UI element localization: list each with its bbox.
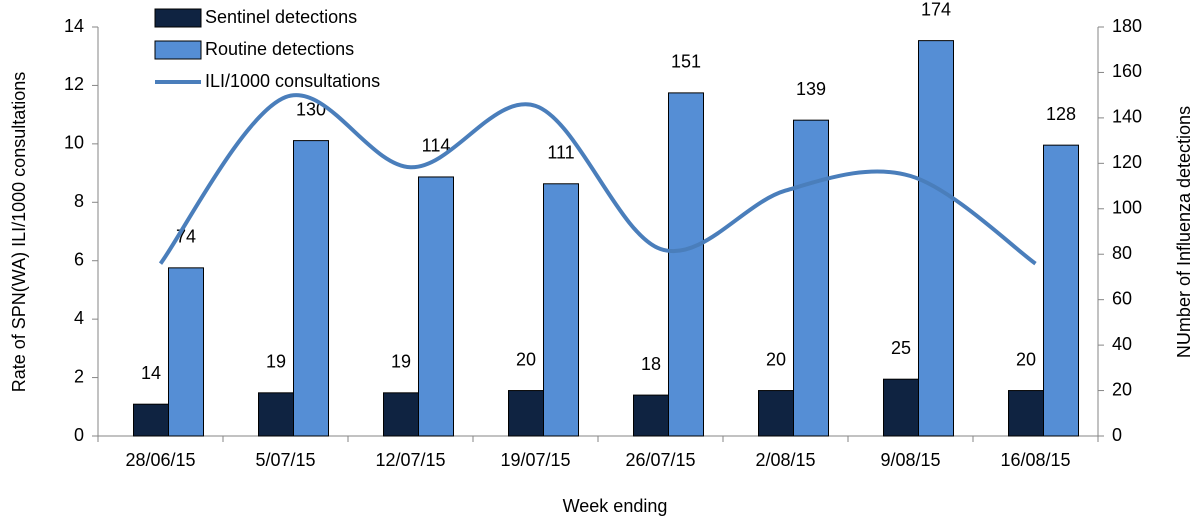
bar	[633, 394, 669, 437]
data-label: 25	[891, 338, 911, 358]
y2-tick-label: 140	[1112, 107, 1142, 127]
y-tick-label: 0	[74, 425, 84, 445]
y-tick-label: 2	[74, 366, 84, 386]
data-label: 139	[796, 79, 826, 99]
bar	[418, 176, 454, 437]
y2-axis-title: NUmber of Influenza detections	[1174, 106, 1194, 358]
data-label: 20	[1016, 349, 1036, 369]
y2-tick-label: 160	[1112, 61, 1142, 81]
bar	[793, 119, 829, 437]
bar	[168, 267, 204, 437]
y-tick-label: 14	[64, 16, 84, 36]
x-tick-label: 2/08/15	[755, 450, 815, 470]
x-tick-label: 12/07/15	[375, 450, 445, 470]
x-tick-label: 16/08/15	[1000, 450, 1070, 470]
data-label: 151	[671, 52, 701, 72]
line	[158, 93, 1037, 266]
bar	[758, 390, 794, 437]
data-label: 174	[921, 0, 951, 19]
legend-swatch	[154, 8, 202, 28]
y2-tick-label: 180	[1112, 16, 1142, 36]
bar	[133, 403, 169, 437]
bar	[383, 392, 419, 437]
bar	[293, 140, 329, 437]
x-tick-label: 26/07/15	[625, 450, 695, 470]
data-label: 20	[766, 349, 786, 369]
bar	[668, 92, 704, 437]
x-tick-label: 19/07/15	[500, 450, 570, 470]
y-tick-label: 10	[64, 133, 84, 153]
data-label: 19	[391, 352, 411, 372]
bar	[883, 378, 919, 437]
y-tick-label: 12	[64, 74, 84, 94]
y2-tick-label: 80	[1112, 243, 1132, 263]
data-label: 19	[266, 352, 286, 372]
y-axis-title: Rate of SPN(WA) ILI/1000 consultations	[9, 72, 29, 392]
x-tick-label: 28/06/15	[125, 450, 195, 470]
x-tick-label: 5/07/15	[255, 450, 315, 470]
y2-tick-label: 20	[1112, 379, 1132, 399]
x-axis-title: Week ending	[563, 496, 668, 516]
bar	[1008, 390, 1044, 437]
x-tick-label: 9/08/15	[880, 450, 940, 470]
data-label: 14	[141, 363, 161, 383]
y2-tick-label: 40	[1112, 334, 1132, 354]
data-label: 111	[547, 143, 574, 163]
data-label: 114	[422, 136, 451, 156]
bar	[258, 392, 294, 437]
bar	[508, 390, 544, 437]
legend-label: Sentinel detections	[205, 7, 357, 27]
bar	[543, 183, 579, 437]
legend-label: ILI/1000 consultations	[205, 71, 380, 91]
data-label: 18	[641, 354, 661, 374]
y-tick-label: 4	[74, 308, 84, 328]
bar	[1043, 144, 1079, 437]
legend-label: Routine detections	[205, 39, 354, 59]
y2-tick-label: 120	[1112, 152, 1142, 172]
y2-tick-label: 100	[1112, 198, 1142, 218]
y2-tick-label: 60	[1112, 288, 1132, 308]
y-tick-label: 8	[74, 191, 84, 211]
y-tick-label: 6	[74, 249, 84, 269]
data-label: 20	[516, 349, 536, 369]
y2-tick-label: 0	[1112, 425, 1122, 445]
bar	[918, 40, 954, 437]
legend-swatch	[154, 40, 202, 60]
data-label: 128	[1046, 104, 1076, 124]
